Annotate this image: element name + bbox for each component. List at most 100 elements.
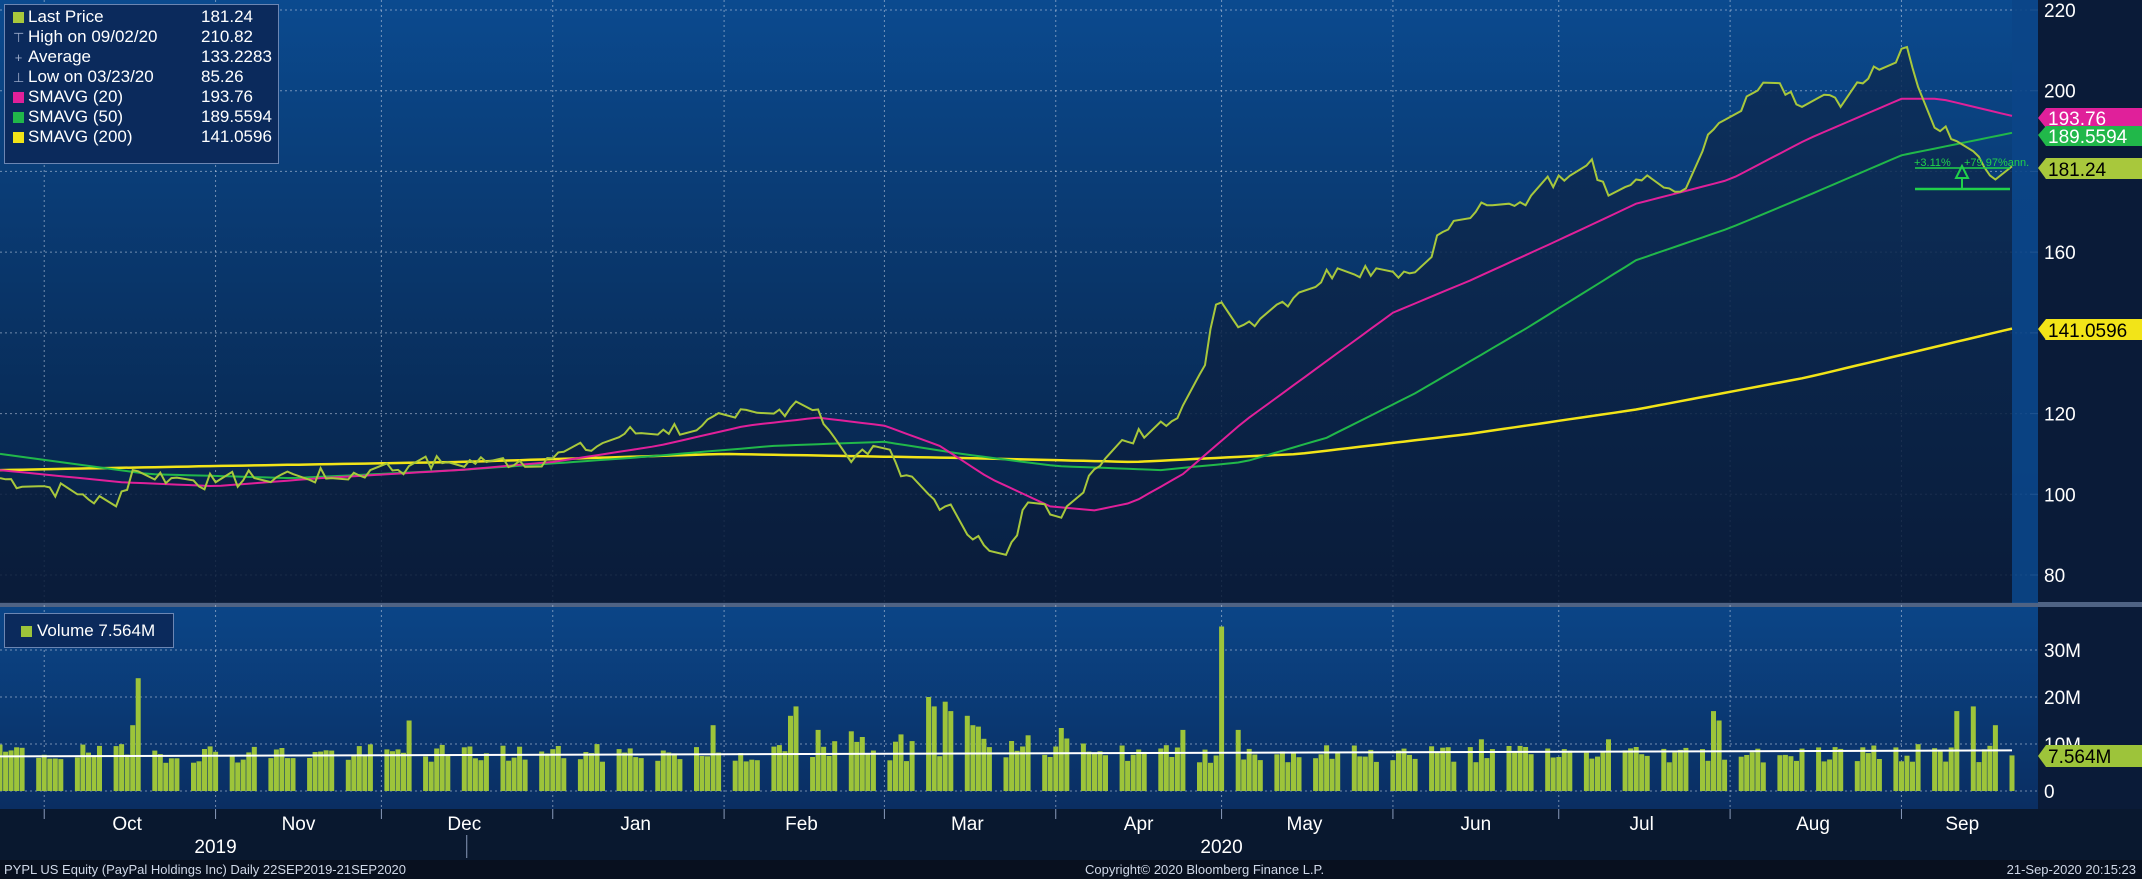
volume-bar bbox=[1042, 754, 1048, 791]
volume-bar bbox=[638, 758, 644, 791]
volume-bar bbox=[1816, 747, 1822, 791]
future-area bbox=[2012, 0, 2038, 603]
volume-bar bbox=[870, 750, 876, 791]
volume-bar bbox=[329, 750, 335, 791]
volume-bar bbox=[1357, 756, 1363, 791]
volume-bar bbox=[616, 749, 622, 791]
footer-background bbox=[0, 860, 2142, 879]
volume-bar bbox=[633, 757, 639, 791]
volume-bar bbox=[1556, 757, 1562, 791]
volume-bar bbox=[1064, 738, 1070, 791]
trend-annotation: +3.11% +79.97%ann. bbox=[1914, 157, 2029, 191]
volume-bar bbox=[1777, 755, 1783, 791]
volume-bar bbox=[743, 761, 749, 791]
volume-bar bbox=[627, 748, 633, 791]
volume-bar bbox=[1318, 754, 1324, 791]
month-tick-label: Nov bbox=[282, 814, 316, 835]
volume-bar bbox=[1915, 744, 1921, 791]
volume-bar bbox=[268, 758, 274, 791]
volume-bar bbox=[196, 761, 202, 791]
volume-bar bbox=[1644, 755, 1650, 791]
volume-bar bbox=[1473, 762, 1479, 791]
volume-bar bbox=[1683, 747, 1689, 791]
legend-low-value: 85.26 bbox=[201, 67, 244, 86]
volume-bar bbox=[1003, 757, 1009, 791]
volume-bar bbox=[1429, 746, 1435, 791]
volume-bar bbox=[1943, 761, 1949, 791]
volume-bar bbox=[754, 760, 760, 791]
sma20-swatch bbox=[13, 92, 24, 104]
volume-bar bbox=[826, 755, 832, 791]
volume-bar bbox=[975, 726, 981, 791]
volume-bar bbox=[1523, 747, 1529, 791]
annotation-right-text: +79.97%ann. bbox=[1964, 157, 2029, 169]
panel-divider bbox=[0, 602, 2142, 607]
volume-bar bbox=[622, 752, 628, 791]
volume-bar bbox=[1639, 754, 1645, 791]
legend-sma50-value: 189.5594 bbox=[201, 107, 272, 126]
volume-bar bbox=[356, 746, 362, 791]
volume-bar bbox=[47, 758, 53, 791]
volume-legend[interactable]: Volume 7.564M bbox=[4, 613, 174, 648]
volume-bar bbox=[832, 741, 838, 791]
volume-bar bbox=[732, 760, 738, 791]
last-price-badge: 181.24 bbox=[2048, 160, 2107, 181]
price-legend[interactable]: Last Price 181.24 ⊤ High on 09/02/20 210.82… bbox=[4, 4, 279, 164]
legend-average-label: Average bbox=[28, 47, 92, 66]
volume-bar bbox=[600, 761, 605, 791]
volume-badge-shape bbox=[2038, 745, 2142, 767]
volume-bar bbox=[74, 757, 80, 791]
volume-bar bbox=[1506, 746, 1512, 791]
volume-bar bbox=[1451, 761, 1457, 791]
month-tick-label: Sep bbox=[1945, 814, 1979, 835]
volume-bar bbox=[1700, 749, 1705, 791]
volume-legend-label: Volume 7.564M bbox=[37, 621, 156, 640]
volume-bar bbox=[981, 738, 987, 791]
volume-bar bbox=[1390, 760, 1396, 791]
volume-bar bbox=[428, 761, 434, 791]
volume-bar bbox=[1932, 748, 1938, 791]
volume-tick-label: 0 bbox=[2044, 782, 2055, 803]
legend-sma200-value: 141.0596 bbox=[201, 127, 272, 146]
volume-bar bbox=[1948, 747, 1954, 791]
volume-bar bbox=[1799, 748, 1805, 791]
volume-bar bbox=[1904, 755, 1910, 791]
volume-bar bbox=[1794, 760, 1799, 791]
low-marker-icon: ⊥ bbox=[13, 70, 25, 85]
volume-bar bbox=[1235, 729, 1241, 791]
volume-bar bbox=[942, 701, 948, 791]
volume-bars bbox=[0, 626, 2015, 791]
volume-bar bbox=[362, 756, 368, 791]
volume-bar bbox=[2009, 755, 2015, 791]
volume-bar bbox=[119, 744, 125, 791]
volume-bar bbox=[401, 752, 406, 791]
volume-bar bbox=[893, 741, 898, 791]
volume-bar bbox=[1545, 748, 1551, 791]
volume-bar bbox=[423, 756, 429, 791]
volume-bar bbox=[1910, 761, 1915, 791]
legend-sma20: SMAVG (20) 193.76 bbox=[13, 87, 253, 107]
volume-bar bbox=[439, 744, 445, 791]
volume-bar bbox=[782, 751, 788, 791]
volume-bar bbox=[1020, 746, 1026, 791]
volume-bar bbox=[467, 746, 473, 791]
volume-bar bbox=[1274, 754, 1280, 791]
volume-bar bbox=[1335, 752, 1341, 791]
volume-bar bbox=[1103, 755, 1108, 791]
volume-bar bbox=[1567, 750, 1573, 791]
volume-bar bbox=[157, 754, 163, 791]
volume-swatch bbox=[21, 626, 32, 638]
volume-bar bbox=[235, 762, 241, 791]
volume-bar bbox=[1467, 747, 1473, 791]
volume-bar bbox=[1722, 759, 1728, 791]
volume-bar bbox=[290, 758, 296, 791]
volume-bar bbox=[854, 741, 860, 791]
volume-bar bbox=[1583, 752, 1589, 791]
volume-bar bbox=[1202, 749, 1208, 791]
volume-bar bbox=[577, 759, 583, 791]
volume-bar bbox=[14, 747, 20, 791]
volume-moving-average-line bbox=[0, 749, 2013, 758]
volume-bar bbox=[351, 754, 357, 791]
volume-bar bbox=[1125, 760, 1131, 791]
volume-bar bbox=[1865, 753, 1871, 791]
